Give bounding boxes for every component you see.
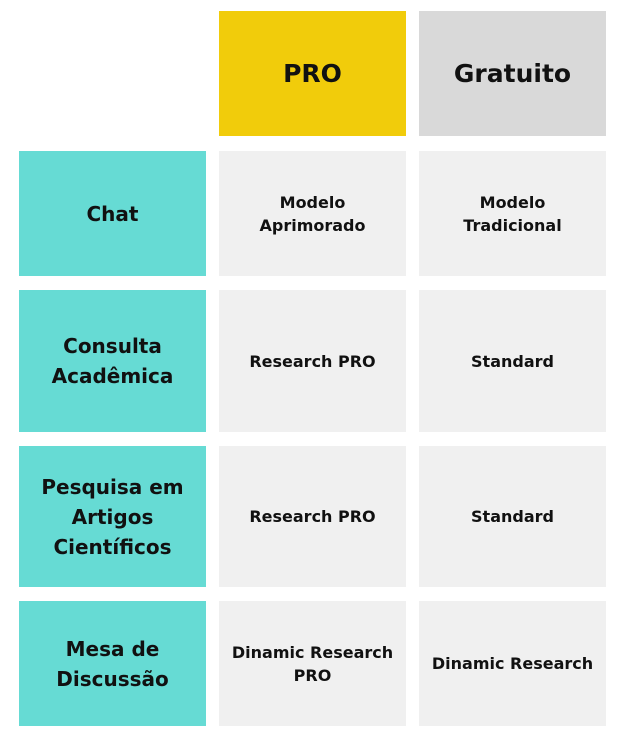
cell-value: Research PRO [249,507,376,526]
cell-chat-free: Modelo Tradicional [419,151,606,276]
row-header-chat: Chat [19,151,206,276]
cell-value: Dinamic Research [431,654,594,673]
row-label: Pesquisa em Artigos Científicos [41,474,184,559]
cell-pesquisa-free: Standard [419,446,606,587]
row-header-mesa-discussao: Mesa de Discussão [19,601,206,726]
cell-value: Standard [471,351,554,371]
row-label: Consulta Acadêmica [51,334,174,388]
cell-value: Research PRO [249,351,376,371]
row-header-consulta-academica: Consulta Acadêmica [19,290,206,432]
cell-value: Modelo Aprimorado [259,192,366,235]
row-label: Chat [86,201,139,226]
column-header-pro-label: PRO [283,59,342,88]
cell-value: Standard [471,507,554,526]
cell-value: Modelo Tradicional [463,192,562,235]
cell-consulta-free: Standard [419,290,606,432]
cell-consulta-pro: Research PRO [219,290,406,432]
cell-mesa-pro: Dinamic Research PRO [219,601,406,726]
column-header-pro: PRO [219,11,406,136]
cell-value: Dinamic Research PRO [231,642,394,685]
column-header-free: Gratuito [419,11,606,136]
row-header-pesquisa-artigos: Pesquisa em Artigos Científicos [19,446,206,587]
row-label: Mesa de Discussão [56,636,169,691]
column-header-free-label: Gratuito [453,59,572,88]
cell-mesa-free: Dinamic Research [419,601,606,726]
cell-pesquisa-pro: Research PRO [219,446,406,587]
cell-chat-pro: Modelo Aprimorado [219,151,406,276]
